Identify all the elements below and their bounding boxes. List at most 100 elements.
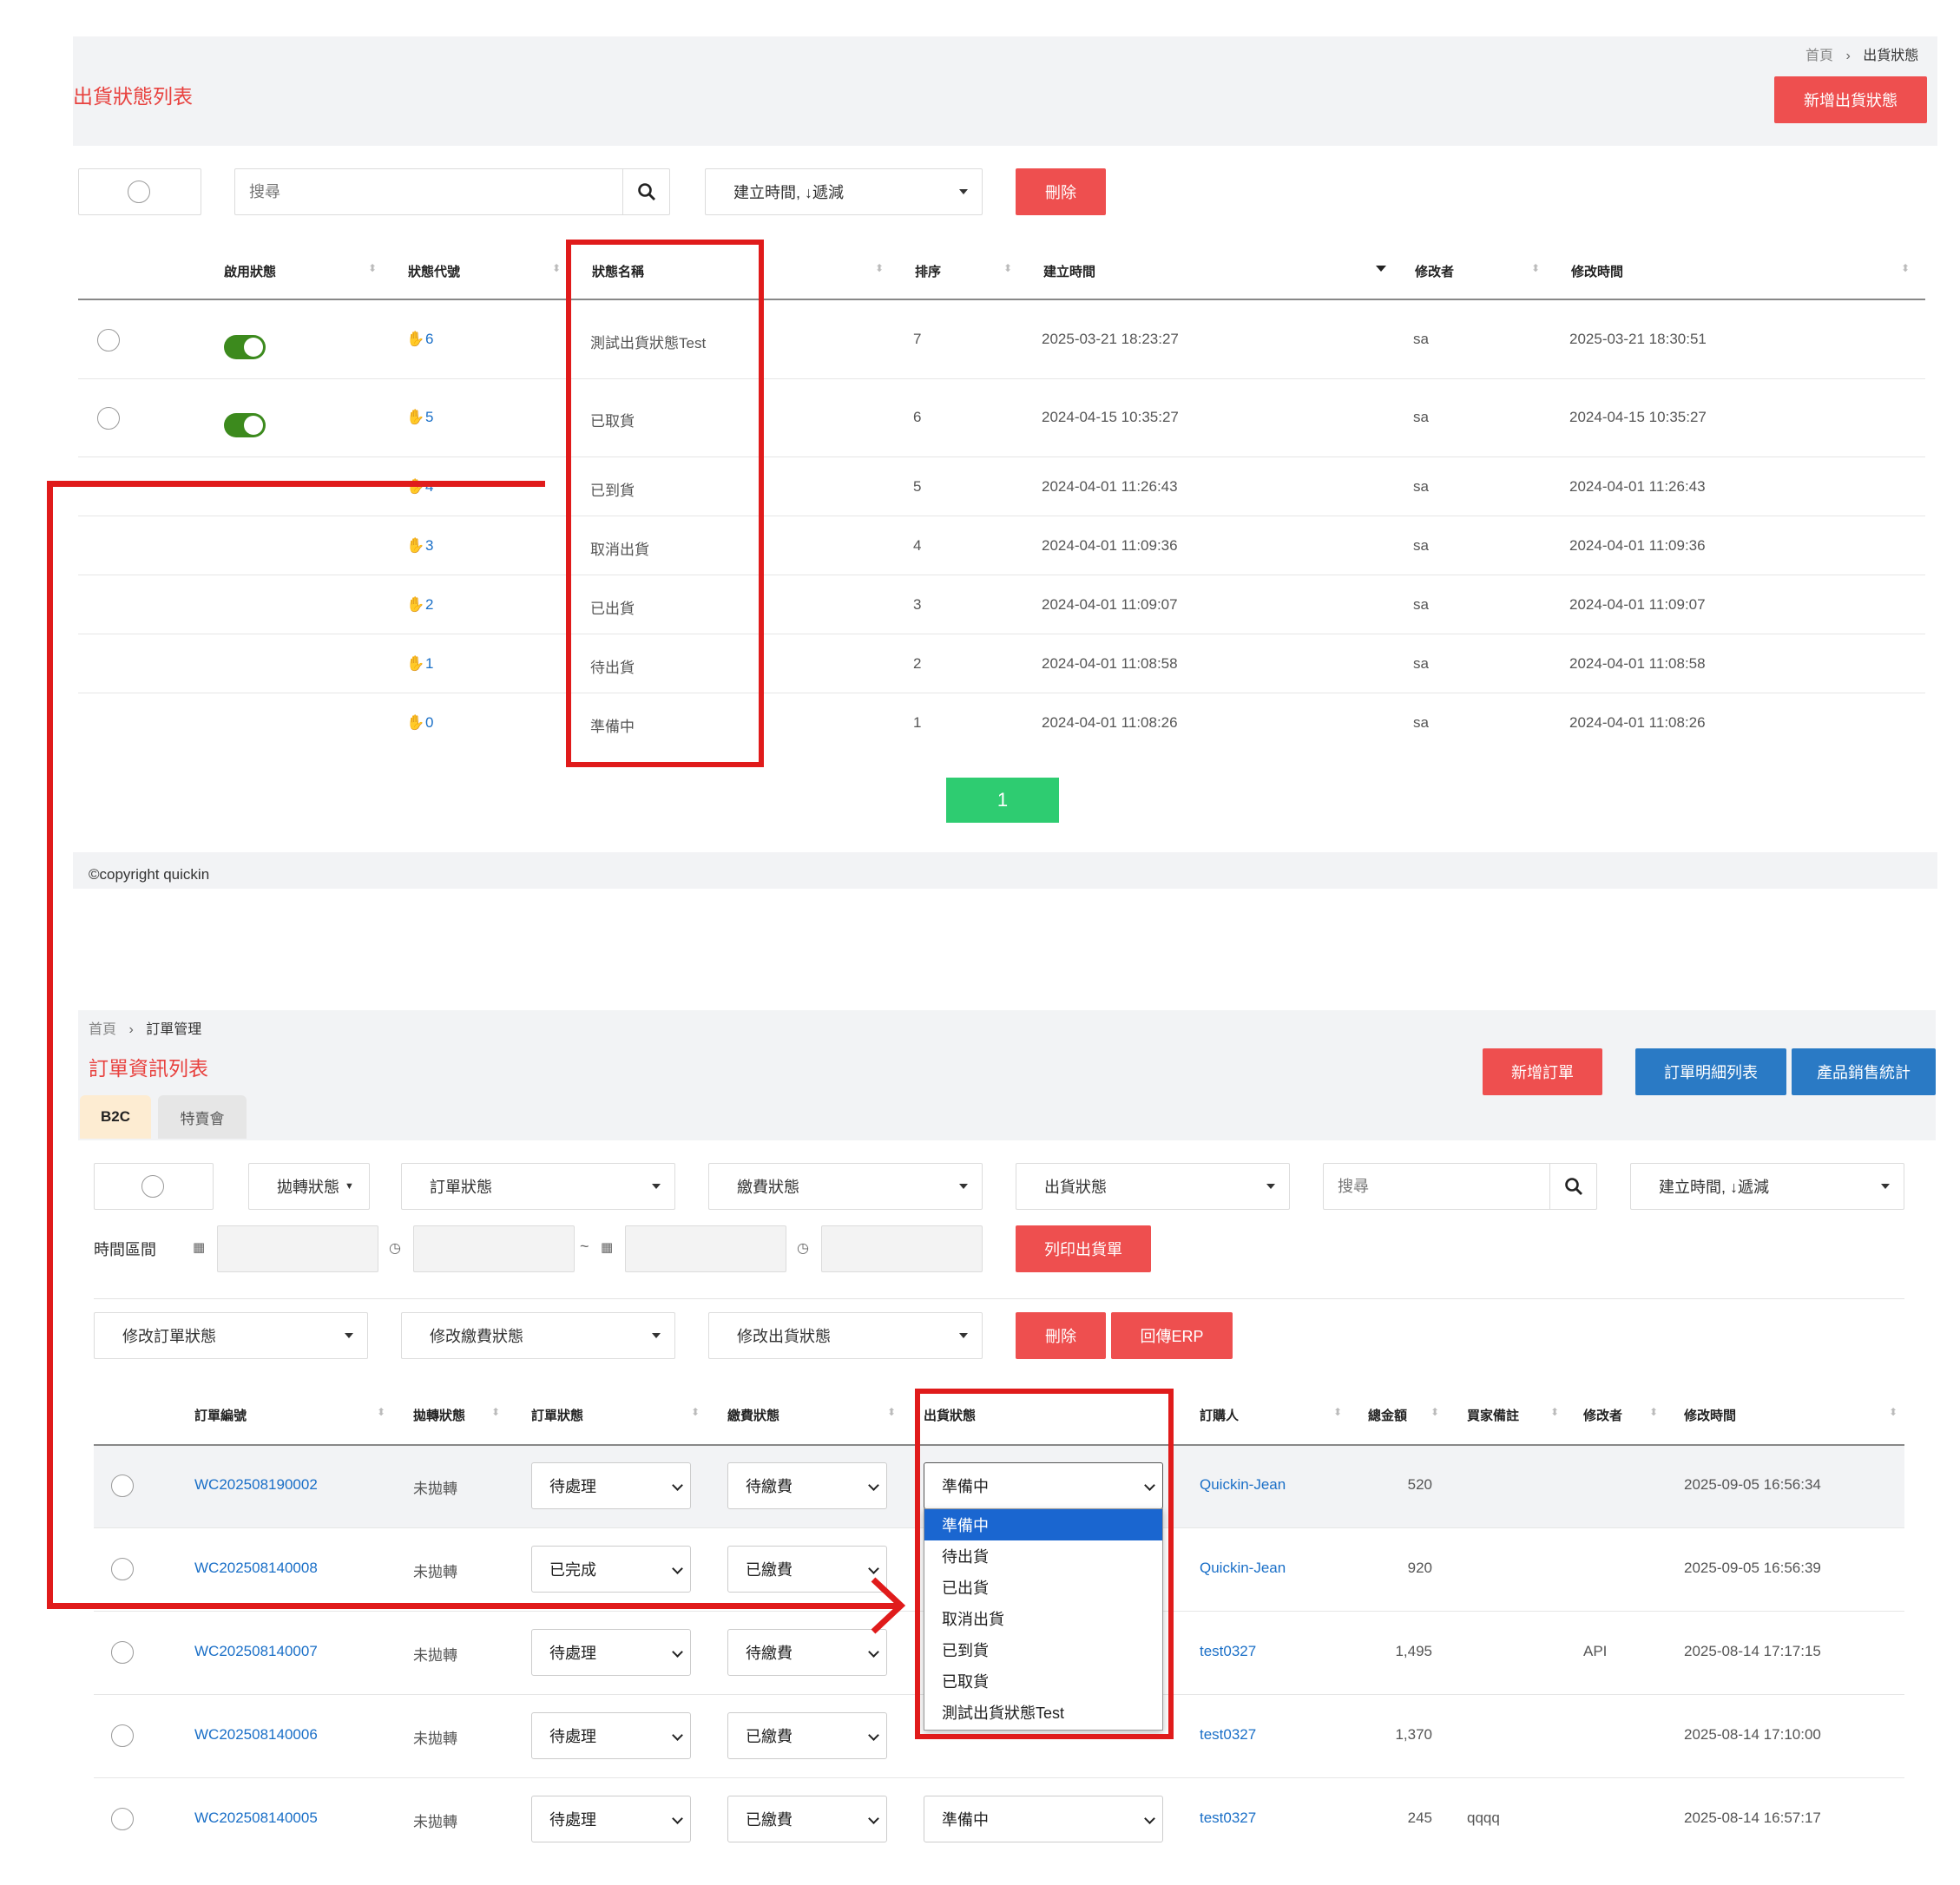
order-detail-list-button[interactable]: 訂單明細列表 [1635, 1048, 1786, 1095]
col-order[interactable]: 排序 [915, 265, 942, 279]
col-enabled-status[interactable]: 啟用狀態 [224, 265, 277, 279]
end-date-input[interactable] [625, 1225, 786, 1272]
row-select-radio[interactable] [111, 1475, 134, 1497]
sort-icon[interactable]: ⬍ [1901, 262, 1911, 274]
row-select-radio[interactable] [97, 407, 120, 430]
col-5[interactable]: 訂購人 [1200, 1409, 1240, 1423]
shipping-status-select[interactable]: 準備中 [924, 1796, 1163, 1842]
col-2[interactable]: 訂單狀態 [531, 1409, 584, 1423]
top-sort-select[interactable]: 建立時間, ↓遞減 [705, 168, 983, 215]
enabled-toggle[interactable] [224, 335, 266, 359]
order-status-select[interactable]: 待處理 [531, 1796, 691, 1842]
select-all-radio[interactable] [128, 181, 150, 203]
col-6[interactable]: 總金額 [1368, 1409, 1408, 1423]
status-code[interactable]: 1 [425, 655, 434, 672]
payment-status-select[interactable]: 已繳費 [727, 1712, 887, 1759]
sort-desc-icon[interactable] [1376, 266, 1386, 272]
bottom-delete-button[interactable]: 刪除 [1016, 1312, 1106, 1359]
drag-handle-icon[interactable]: ✋ [406, 409, 425, 425]
status-code[interactable]: 3 [425, 537, 434, 554]
sort-icon[interactable]: ⬍ [1003, 262, 1013, 274]
col-status-code[interactable]: 狀態代號 [408, 265, 461, 279]
add-shipping-status-button[interactable]: 新增出貨狀態 [1774, 76, 1927, 123]
col-modifier[interactable]: 修改者 [1415, 265, 1455, 279]
return-erp-button[interactable]: 回傳ERP [1111, 1312, 1233, 1359]
payment-status-select[interactable]: 待繳費 [727, 1462, 887, 1509]
bottom-search-button[interactable] [1549, 1164, 1598, 1209]
top-search-input[interactable] [235, 169, 622, 214]
dropdown-option[interactable]: 測試出貨狀態Test [942, 1704, 1065, 1722]
drag-handle-icon[interactable]: ✋ [406, 655, 425, 672]
sort-icon[interactable]: ⬍ [1333, 1406, 1343, 1418]
product-sales-stats-button[interactable]: 產品銷售統計 [1792, 1048, 1936, 1095]
batch-payment-status-select[interactable]: 修改繳費狀態 [401, 1312, 675, 1359]
col-7[interactable]: 買家備註 [1467, 1409, 1520, 1423]
order-number-link[interactable]: WC202508140005 [194, 1809, 318, 1826]
sort-icon[interactable]: ⬍ [552, 262, 562, 274]
transfer-status-filter[interactable]: 拋轉狀態 ▼ [248, 1163, 370, 1210]
payment-status-select[interactable]: 已繳費 [727, 1546, 887, 1593]
col-8[interactable]: 修改者 [1583, 1409, 1623, 1423]
tab-special-sale[interactable]: 特賣會 [158, 1095, 247, 1139]
order-number-link[interactable]: WC202508140006 [194, 1726, 318, 1743]
sort-icon[interactable]: ⬍ [875, 262, 885, 274]
drag-handle-icon[interactable]: ✋ [406, 331, 425, 347]
sort-icon[interactable]: ⬍ [1431, 1406, 1440, 1418]
row-select-radio[interactable] [97, 329, 120, 351]
batch-shipping-status-select[interactable]: 修改出貨狀態 [708, 1312, 983, 1359]
sort-icon[interactable]: ⬍ [377, 1406, 386, 1418]
order-number-link[interactable]: WC202508190002 [194, 1476, 318, 1493]
sort-icon[interactable]: ⬍ [1531, 262, 1541, 274]
drag-handle-icon[interactable]: ✋ [406, 537, 425, 554]
batch-order-status-select[interactable]: 修改訂單狀態 [94, 1312, 368, 1359]
top-search-button[interactable] [622, 169, 671, 214]
drag-handle-icon[interactable]: ✋ [406, 714, 425, 731]
row-select-radio[interactable] [111, 1808, 134, 1830]
order-status-select[interactable]: 待處理 [531, 1462, 691, 1509]
sort-icon[interactable]: ⬍ [368, 262, 378, 274]
bottom-search-input[interactable] [1324, 1164, 1549, 1209]
buyer-link[interactable]: Quickin-Jean [1200, 1560, 1286, 1576]
sort-icon[interactable]: ⬍ [691, 1406, 700, 1418]
status-code[interactable]: 5 [425, 409, 434, 425]
dropdown-option[interactable]: 已出貨 [942, 1580, 989, 1597]
status-code[interactable]: 2 [425, 596, 434, 613]
order-status-select[interactable]: 已完成 [531, 1546, 691, 1593]
row-select-radio[interactable] [111, 1558, 134, 1580]
order-status-filter[interactable]: 訂單狀態 [401, 1163, 675, 1210]
sort-icon[interactable]: ⬍ [887, 1406, 897, 1418]
order-number-link[interactable]: WC202508140008 [194, 1560, 318, 1576]
dropdown-option[interactable]: 已到貨 [942, 1642, 989, 1659]
order-number-link[interactable]: WC202508140007 [194, 1643, 318, 1659]
top-delete-button[interactable]: 刪除 [1016, 168, 1106, 215]
buyer-link[interactable]: test0327 [1200, 1809, 1257, 1826]
dropdown-option[interactable]: 取消出貨 [942, 1611, 1004, 1628]
payment-status-select[interactable]: 已繳費 [727, 1796, 887, 1842]
col-4[interactable]: 出貨狀態 [924, 1409, 977, 1423]
shipping-status-select[interactable]: 準備中 [924, 1462, 1163, 1509]
sort-icon[interactable]: ⬍ [1550, 1406, 1560, 1418]
enabled-toggle[interactable] [224, 413, 266, 437]
dropdown-option[interactable]: 已取貨 [942, 1673, 989, 1691]
row-select-radio[interactable] [111, 1724, 134, 1747]
tab-b2c[interactable]: B2C [80, 1095, 151, 1139]
select-all-radio[interactable] [141, 1175, 164, 1198]
status-code[interactable]: 6 [425, 331, 434, 347]
payment-status-select[interactable]: 待繳費 [727, 1629, 887, 1676]
start-time-input[interactable] [413, 1225, 575, 1272]
sort-icon[interactable]: ⬍ [1649, 1406, 1659, 1418]
row-select-radio[interactable] [111, 1641, 134, 1664]
dropdown-option[interactable]: 準備中 [924, 1509, 1162, 1540]
buyer-link[interactable]: Quickin-Jean [1200, 1476, 1286, 1493]
order-status-select[interactable]: 待處理 [531, 1712, 691, 1759]
breadcrumb-home[interactable]: 首頁 [89, 1022, 117, 1037]
col-3[interactable]: 繳費狀態 [727, 1409, 780, 1423]
sort-icon[interactable]: ⬍ [1889, 1406, 1898, 1418]
drag-handle-icon[interactable]: ✋ [406, 596, 425, 613]
col-9[interactable]: 修改時間 [1684, 1409, 1737, 1423]
sort-icon[interactable]: ⬍ [491, 1406, 501, 1418]
breadcrumb-home[interactable]: 首頁 [1805, 49, 1834, 63]
col-0[interactable]: 訂單編號 [194, 1409, 247, 1423]
status-code[interactable]: 0 [425, 714, 434, 731]
end-time-input[interactable] [821, 1225, 983, 1272]
